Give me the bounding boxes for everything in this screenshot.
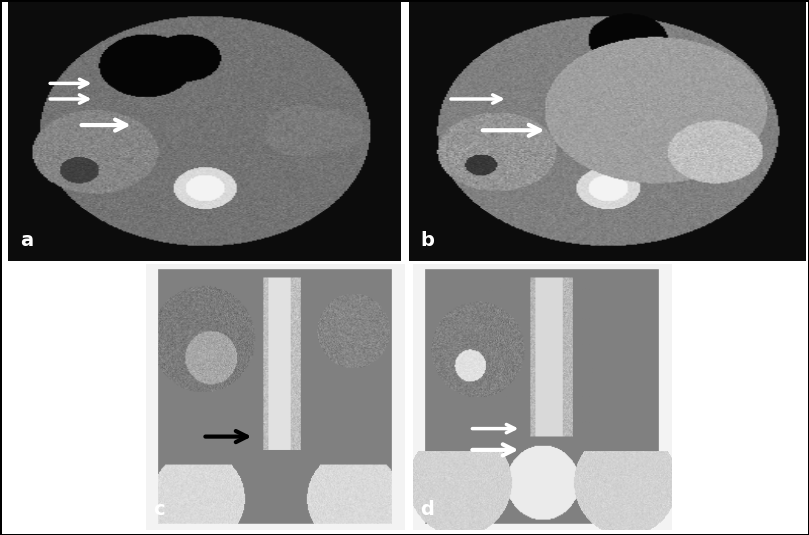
Text: c: c <box>154 500 165 519</box>
Text: b: b <box>421 231 434 250</box>
Text: a: a <box>20 231 33 250</box>
Text: d: d <box>421 500 434 519</box>
